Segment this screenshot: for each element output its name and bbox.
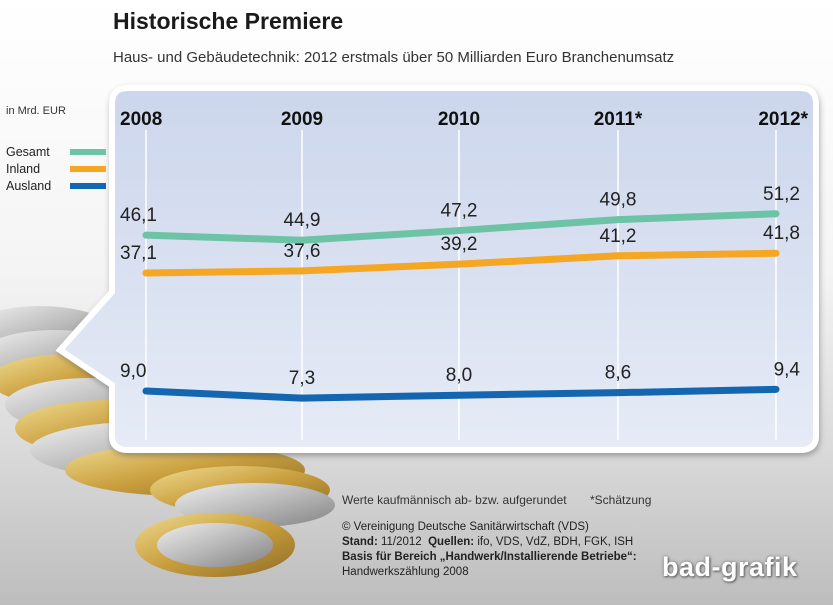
data-label: 41,2: [600, 226, 637, 247]
data-label: 46,1: [120, 205, 157, 226]
quellen-label: Quellen:: [428, 536, 475, 548]
data-label: 41,8: [763, 223, 800, 244]
legend-item-ausland: Ausland: [6, 179, 106, 196]
basis-label: Basis für Bereich „Handwerk/Installieren…: [342, 551, 637, 563]
data-point: [614, 252, 622, 260]
speech-bubble: [55, 85, 819, 453]
data-label: 47,2: [441, 201, 478, 222]
data-point: [772, 210, 780, 218]
stand-value: 11/2012: [380, 536, 422, 548]
data-point: [298, 236, 306, 244]
stand-quellen-line: Stand: 11/2012 Quellen: ifo, VDS, VdZ, B…: [342, 535, 637, 550]
data-point: [614, 389, 622, 397]
sources-block: © Vereinigung Deutsche Sanitärwirtschaft…: [342, 520, 637, 580]
basis-value: Handwerkszählung 2008: [342, 566, 469, 578]
data-label: 8,6: [605, 363, 631, 384]
x-tick-label: 2010: [438, 109, 480, 130]
data-point: [455, 391, 463, 399]
rounding-note: Werte kaufmännisch ab- bzw. aufgerundet: [342, 493, 567, 507]
legend-label: Inland: [6, 162, 41, 176]
chart-layer: 2008 2009 2010 2011* 2012* 46,1 44,9 47,2 49,8 51…: [120, 109, 809, 440]
estimate-note: *Schätzung: [590, 493, 652, 507]
data-label: 9,4: [774, 359, 801, 380]
data-label: 8,0: [446, 365, 472, 386]
data-point: [298, 394, 306, 402]
data-point: [772, 385, 780, 393]
bad-grafik-logo: bad-grafik: [662, 552, 798, 582]
quellen-value: ifo, VDS, VdZ, BDH, FGK, ISH: [477, 536, 634, 548]
legend-label: Ausland: [6, 179, 52, 193]
data-point: [455, 260, 463, 268]
basis-line: Basis für Bereich „Handwerk/Installieren…: [342, 550, 637, 565]
data-point: [142, 231, 150, 239]
data-point: [298, 267, 306, 275]
data-label: 39,2: [441, 234, 478, 255]
data-point: [142, 387, 150, 395]
unit-label: in Mrd. EUR: [6, 105, 66, 117]
data-label: 37,6: [284, 241, 321, 262]
data-point: [142, 269, 150, 277]
x-tick-label: 2008: [120, 109, 162, 130]
legend-swatch-inland: [70, 166, 106, 172]
data-point: [772, 249, 780, 257]
data-label: 44,9: [284, 210, 321, 231]
legend: Gesamt Inland Ausland: [6, 145, 106, 196]
legend-swatch-ausland: [70, 183, 106, 189]
chart-subtitle: Haus- und Gebäudetechnik: 2012 erstmals …: [113, 49, 675, 66]
legend-item-inland: Inland: [6, 162, 106, 179]
data-label: 49,8: [600, 190, 637, 211]
x-tick-label: 2012*: [758, 109, 808, 130]
legend-swatch-gesamt: [70, 149, 106, 155]
data-point: [455, 227, 463, 235]
data-label: 7,3: [289, 368, 315, 389]
x-tick-label: 2011*: [594, 109, 643, 130]
chart-title: Historische Premiere: [113, 8, 344, 34]
data-label: 51,2: [763, 184, 800, 205]
x-tick-label: 2009: [281, 109, 323, 130]
stand-label: Stand:: [342, 536, 378, 548]
data-label: 9,0: [120, 361, 146, 382]
legend-label: Gesamt: [6, 145, 50, 159]
data-point: [614, 216, 622, 224]
legend-item-gesamt: Gesamt: [6, 145, 106, 162]
copyright-line: © Vereinigung Deutsche Sanitärwirtschaft…: [342, 521, 589, 533]
data-label: 37,1: [120, 243, 157, 264]
